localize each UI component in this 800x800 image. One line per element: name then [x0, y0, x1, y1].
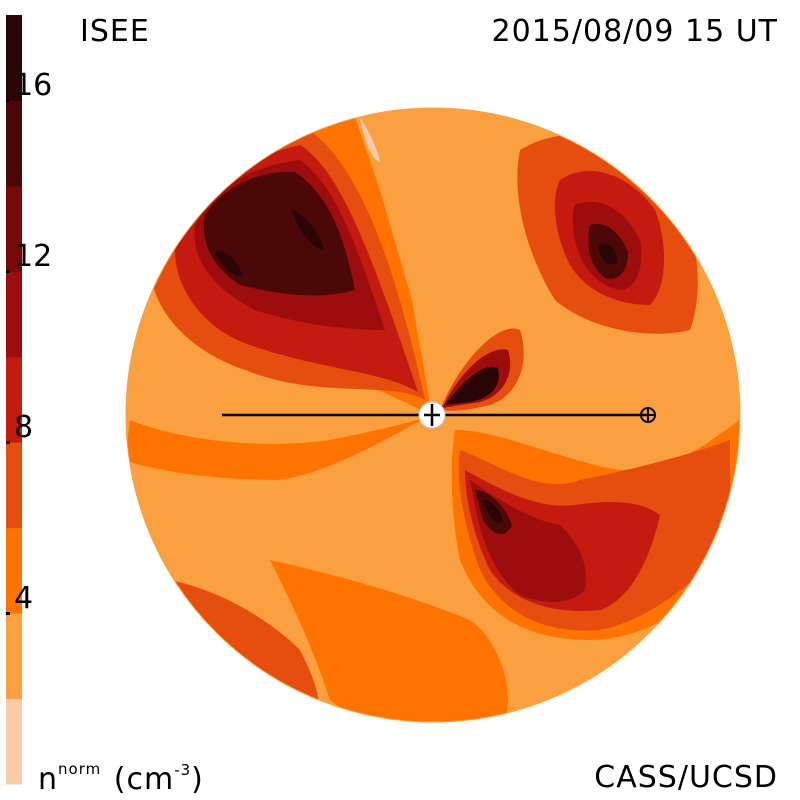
timestamp-label: 2015/08/09 15 UT	[491, 14, 778, 49]
unit-text-close: )	[191, 762, 204, 797]
colorbar-tick-mark	[6, 99, 10, 103]
contour-ul-peak-2	[292, 210, 324, 250]
earth-icon	[640, 407, 656, 423]
sun-icon	[418, 401, 446, 429]
colorbar-tick-label: 12	[14, 239, 53, 275]
contour-ul-peak-1	[215, 251, 242, 277]
credit-label: CASS/UCSD	[594, 760, 778, 795]
colorbar-tick-mark	[6, 441, 10, 445]
unit-exponent: -3	[174, 761, 192, 779]
contour-ul-l4	[203, 171, 355, 296]
contour-ns-peak	[445, 366, 499, 405]
unit-superscript: norm	[58, 760, 102, 778]
instrument-label: ISEE	[80, 14, 150, 49]
unit-text-open: (cm	[113, 762, 175, 797]
colorbar-level-7	[6, 100, 22, 187]
contour-lr-peak	[483, 500, 503, 523]
contour-band-left	[126, 415, 432, 480]
unit-symbol: n	[38, 762, 59, 797]
colorbar	[6, 15, 22, 785]
colorbar-tick-label: 4	[14, 581, 34, 617]
colorbar-tick-mark	[6, 612, 10, 616]
colorbar-level-0	[6, 698, 22, 785]
colorbar-tick-mark	[6, 270, 10, 274]
contour-ur-peak	[598, 243, 618, 265]
contour-light-patch	[360, 118, 380, 162]
colorbar-level-6	[6, 185, 22, 272]
disc-outline	[125, 107, 741, 723]
unit-label: nnorm (cm-3)	[38, 760, 204, 797]
contour-bottom-mid	[270, 560, 508, 722]
colorbar-level-4	[6, 356, 22, 443]
colorbar-level-3	[6, 442, 22, 529]
colorbar-level-1	[6, 613, 22, 700]
colorbar-level-2	[6, 527, 22, 614]
colorbar-tick-label: 16	[14, 68, 53, 104]
colorbar-level-8	[6, 15, 22, 101]
colorbar-level-5	[6, 271, 22, 358]
colorbar-tick-label: 8	[14, 410, 34, 446]
contour-light-spot	[530, 367, 570, 414]
